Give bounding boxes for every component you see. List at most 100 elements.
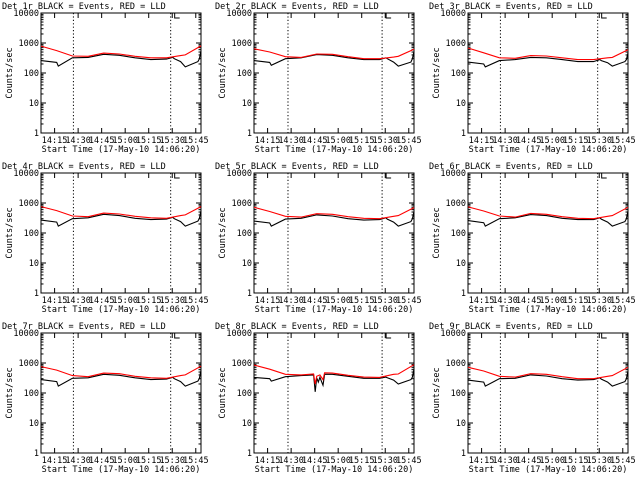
x-tick-label: 14:30 (279, 456, 305, 466)
x-tick-label: 15:00 (539, 136, 565, 146)
bracket-mark (385, 173, 392, 179)
x-tick-label: 15:00 (112, 456, 138, 466)
plot-frame (40, 12, 202, 134)
x-axis-label: Start Time (17-May-10 14:06:20) (255, 145, 414, 155)
x-tick-label: 14:15 (255, 296, 281, 306)
y-tick-label: 10000 (440, 169, 466, 179)
x-tick-label: 15:45 (610, 456, 636, 466)
x-tick-label: 15:00 (112, 136, 138, 146)
y-tick-label: 10000 (13, 169, 39, 179)
x-tick-label: 14:30 (492, 296, 518, 306)
y-tick-label: 1000 (19, 359, 39, 369)
x-tick-label: 15:30 (586, 136, 612, 146)
detector-panel-4: Det 4r BLACK = Events, RED = LLD 1 10 100 10… (2, 162, 209, 315)
y-tick-label: 100 (450, 69, 465, 79)
y-tick-label: 1 (34, 129, 39, 139)
x-tick-label: 15:15 (136, 136, 162, 146)
lld-series-line (254, 364, 415, 385)
x-tick-label: 14:15 (468, 296, 494, 306)
detector-panel-2: Det 2r BLACK = Events, RED = LLD 1 10 100 10… (215, 2, 422, 155)
y-tick-label: 10000 (227, 9, 253, 19)
y-tick-label: 1 (460, 129, 465, 139)
events-series-line (40, 50, 202, 68)
events-series-line (254, 211, 415, 227)
y-axis-label: Counts/sec (5, 367, 15, 418)
x-tick-label: 15:30 (159, 136, 185, 146)
bracket-mark (174, 13, 180, 19)
y-tick-label: 1 (460, 449, 465, 459)
x-tick-label: 15:15 (349, 136, 375, 146)
y-tick-label: 10 (455, 419, 465, 429)
events-series-line (40, 369, 202, 387)
detector-panel-3: Det 3r BLACK = Events, RED = LLD 1 10 100 10… (429, 2, 636, 155)
lld-series-line (467, 366, 628, 380)
x-tick-label: 14:15 (42, 136, 68, 146)
detector-panel-8: Det 8r BLACK = Events, RED = LLD 1 10 100 10… (215, 322, 422, 475)
y-axis-label: Counts/sec (218, 367, 228, 418)
detector-panel-1: Det 1r BLACK = Events, RED = LLD 1 10 100 10… (2, 2, 209, 155)
chart-title: Det 2r BLACK = Events, RED = LLD (215, 2, 379, 12)
chart-title: Det 6r BLACK = Events, RED = LLD (429, 162, 593, 172)
x-tick-label: 15:00 (112, 296, 138, 306)
chart-title: Det 1r BLACK = Events, RED = LLD (2, 2, 166, 12)
events-series-line (467, 370, 629, 387)
x-tick-label: 15:45 (396, 136, 422, 146)
bracket-mark (385, 333, 392, 339)
x-tick-label: 14:45 (89, 136, 115, 146)
plot-frame (253, 172, 415, 294)
x-tick-label: 15:00 (326, 456, 352, 466)
y-tick-label: 1 (34, 289, 39, 299)
x-tick-label: 14:45 (89, 456, 115, 466)
y-tick-label: 100 (237, 69, 252, 79)
y-tick-label: 10 (242, 99, 252, 109)
y-tick-label: 1 (460, 289, 465, 299)
x-tick-label: 14:45 (302, 136, 328, 146)
chart-title: Det 4r BLACK = Events, RED = LLD (2, 162, 166, 172)
y-axis-label: Counts/sec (218, 47, 228, 98)
y-tick-label: 10 (455, 259, 465, 269)
x-tick-label: 15:15 (136, 456, 162, 466)
x-tick-label: 15:30 (373, 456, 399, 466)
plot-frame (40, 332, 202, 454)
plot-frame (40, 172, 202, 294)
x-tick-label: 15:00 (326, 136, 352, 146)
x-axis-label: Start Time (17-May-10 14:06:20) (42, 145, 201, 155)
x-tick-label: 15:00 (326, 296, 352, 306)
x-tick-label: 15:15 (349, 296, 375, 306)
detector-panel-5: Det 5r BLACK = Events, RED = LLD 1 10 100 10… (215, 162, 422, 315)
y-tick-label: 1000 (19, 39, 39, 49)
y-axis-label: Counts/sec (432, 367, 442, 418)
x-tick-label: 15:45 (396, 456, 422, 466)
bracket-mark (174, 333, 180, 339)
x-tick-label: 15:30 (586, 296, 612, 306)
y-tick-label: 1 (247, 129, 252, 139)
x-tick-label: 15:45 (183, 136, 209, 146)
y-tick-label: 10 (455, 99, 465, 109)
y-tick-label: 10 (29, 419, 39, 429)
y-tick-label: 100 (237, 229, 252, 239)
chart-title: Det 3r BLACK = Events, RED = LLD (429, 2, 593, 12)
x-tick-label: 15:00 (539, 456, 565, 466)
x-axis-label: Start Time (17-May-10 14:06:20) (255, 305, 414, 315)
bracket-mark (600, 173, 607, 179)
plot-frame (467, 332, 629, 454)
x-axis-label: Start Time (17-May-10 14:06:20) (468, 145, 627, 155)
detector-panel-6: Det 6r BLACK = Events, RED = LLD 1 10 100 10… (429, 162, 636, 315)
y-tick-label: 1 (34, 449, 39, 459)
x-tick-label: 14:30 (492, 456, 518, 466)
y-tick-label: 100 (24, 69, 39, 79)
y-tick-label: 10 (29, 259, 39, 269)
x-tick-label: 14:30 (279, 296, 305, 306)
x-axis-label: Start Time (17-May-10 14:06:20) (468, 465, 627, 475)
x-tick-label: 14:45 (515, 136, 541, 146)
y-tick-label: 1 (247, 289, 252, 299)
x-tick-label: 14:30 (65, 136, 91, 146)
x-tick-label: 15:15 (136, 296, 162, 306)
events-series-line (467, 210, 629, 227)
lld-series-line (254, 206, 415, 220)
x-axis-label: Start Time (17-May-10 14:06:20) (42, 465, 201, 475)
y-tick-label: 100 (237, 389, 252, 399)
x-tick-label: 15:30 (373, 296, 399, 306)
y-tick-label: 10000 (227, 169, 253, 179)
x-tick-label: 14:15 (255, 136, 281, 146)
